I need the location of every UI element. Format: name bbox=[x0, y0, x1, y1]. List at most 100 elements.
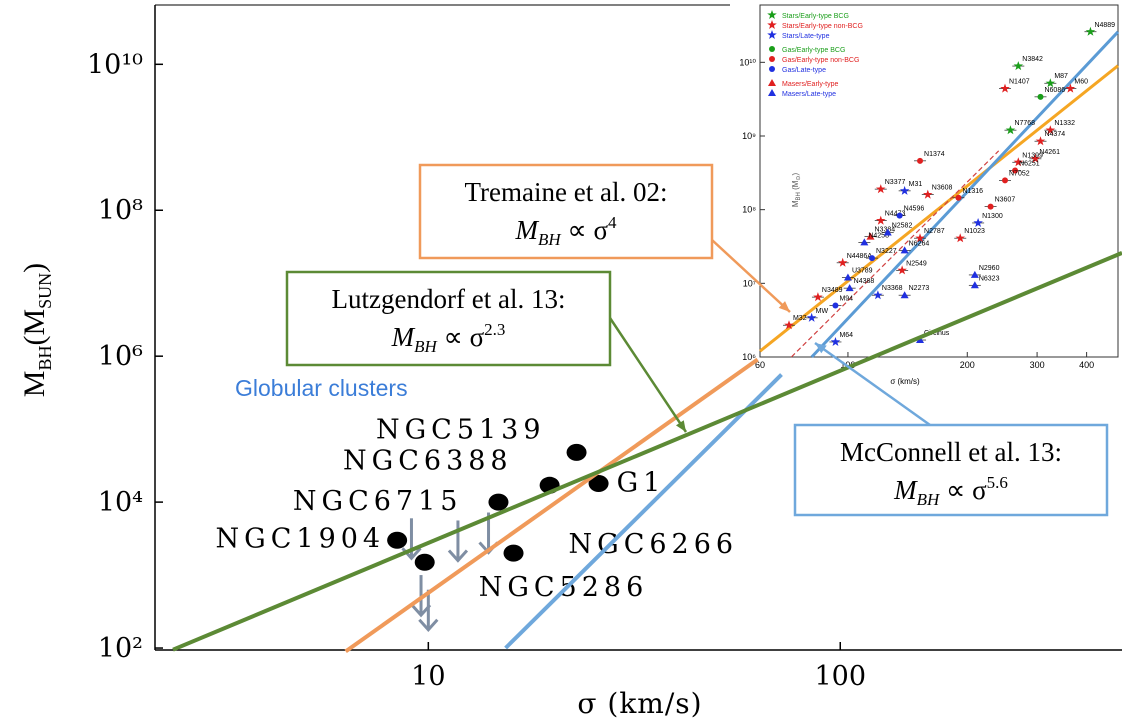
inset-point bbox=[1030, 153, 1041, 163]
upper-limit bbox=[447, 520, 469, 563]
annotation-box bbox=[418, 163, 714, 260]
legend-label: Masers/Early-type bbox=[782, 81, 839, 88]
y-axis-label-part: BH bbox=[35, 345, 55, 370]
inset-point-label: N3489 bbox=[822, 287, 843, 294]
inset-point bbox=[1002, 177, 1009, 184]
inset-point bbox=[784, 320, 794, 330]
formula-part: BH bbox=[538, 230, 562, 249]
upper-limit-head bbox=[418, 618, 439, 632]
inset-point bbox=[845, 284, 854, 292]
inset-point-label: N1374 bbox=[924, 151, 945, 158]
annotation-arrowhead bbox=[815, 343, 827, 354]
inset-point bbox=[1005, 125, 1016, 135]
inset-point bbox=[837, 257, 848, 267]
data-point bbox=[488, 493, 509, 511]
inset-point bbox=[873, 290, 883, 300]
inset-y-tick-label: 10⁶ bbox=[742, 352, 756, 362]
inset-point bbox=[917, 157, 924, 164]
inset-point bbox=[843, 273, 852, 281]
inset-x-tick-label: 200 bbox=[960, 360, 975, 370]
fit-line bbox=[504, 373, 783, 650]
inset-point bbox=[900, 246, 909, 254]
annotation-box bbox=[285, 270, 612, 367]
inset-point-label: N4889 bbox=[1094, 22, 1115, 29]
data-point bbox=[387, 531, 408, 549]
legend-label: Gas/Early-type BCG bbox=[782, 47, 845, 54]
annotation-formula: MBH ∝ σ2.3 bbox=[391, 320, 506, 356]
inset-x-tick-label: 400 bbox=[1079, 360, 1094, 370]
inset-point bbox=[1012, 167, 1019, 174]
inset-point bbox=[970, 270, 979, 278]
formula-part: 4 bbox=[608, 213, 617, 232]
inset-point-label: N3608 bbox=[932, 185, 953, 192]
fit-line bbox=[172, 251, 1122, 652]
legend-label: Masers/Late-type bbox=[782, 91, 836, 98]
inset-point-label: N6251 bbox=[1019, 161, 1040, 168]
inset-point bbox=[883, 228, 892, 236]
inset-y-axis-label-part: BH bbox=[796, 192, 802, 200]
y-tick-label: 10⁸ bbox=[98, 195, 143, 226]
inset-point-label: M31 bbox=[909, 181, 923, 188]
inset-point bbox=[1013, 157, 1024, 167]
inset-point bbox=[876, 215, 886, 225]
inset-y-tick-label: 10⁷ bbox=[743, 278, 756, 288]
annotation-arrowhead bbox=[675, 420, 686, 432]
inset-point-label: N4473 bbox=[885, 211, 906, 218]
legend-label: Gas/Late-type bbox=[782, 67, 826, 74]
inset-point bbox=[1085, 26, 1096, 36]
y-tick-label: 10¹⁰ bbox=[87, 49, 143, 80]
inset-x-axis-label: σ (km/s) bbox=[890, 377, 920, 386]
inset-point-label: N1300 bbox=[982, 213, 1003, 220]
inset-point bbox=[806, 312, 817, 322]
inset-fit-line bbox=[810, 30, 1120, 359]
inset-point-label: N7768 bbox=[1014, 120, 1035, 127]
inset-y-axis-label: MBH (M⊙) bbox=[791, 173, 802, 208]
y-tick-label: 10⁶ bbox=[98, 341, 143, 372]
upper-limit bbox=[418, 589, 439, 632]
y-axis-label: MBH(MSUN) bbox=[18, 263, 55, 397]
inset-point bbox=[1065, 83, 1076, 93]
inset-y-tick-label: 10¹⁰ bbox=[739, 57, 756, 67]
inset-point bbox=[832, 302, 839, 309]
inset-point bbox=[896, 212, 903, 219]
legend-label: Stars/Late-type bbox=[782, 33, 830, 40]
legend-label: Stars/Early-type BCG bbox=[782, 13, 849, 20]
inset-x-tick-label: 300 bbox=[1030, 360, 1045, 370]
inset-point bbox=[955, 194, 962, 201]
inset-point-label: N2960 bbox=[979, 265, 1000, 272]
annotation-title: Lutzgendorf et al. 13: bbox=[332, 284, 566, 314]
inset-point-label: N1023 bbox=[964, 228, 985, 235]
point-label: NGC6388 bbox=[343, 445, 513, 476]
legend-marker bbox=[767, 30, 777, 39]
inset-point-label: Circinus bbox=[924, 330, 950, 337]
inset-point-label: N1316 bbox=[962, 188, 983, 195]
inset-point-label: N2787 bbox=[924, 228, 945, 235]
annotation-arrow bbox=[608, 317, 688, 433]
inset-point bbox=[866, 232, 875, 240]
formula-part: ∝ σ bbox=[939, 475, 987, 505]
y-tick-label: 10⁴ bbox=[98, 487, 143, 518]
point-label: G1 bbox=[617, 467, 666, 498]
inset-point-label: N4596 bbox=[904, 206, 925, 213]
inset-fit-line bbox=[759, 64, 1119, 353]
formula-part: BH bbox=[414, 337, 438, 356]
formula-part: BH bbox=[917, 490, 941, 509]
inset-y-axis-label-part: M bbox=[791, 200, 800, 207]
inset-point bbox=[970, 281, 979, 289]
legend-marker bbox=[768, 89, 776, 96]
inset-frame bbox=[759, 4, 1119, 358]
upper-limit-head bbox=[447, 549, 469, 563]
inset-point-label: M60 bbox=[1074, 79, 1088, 86]
formula-part: M bbox=[391, 322, 416, 352]
inset-point-label: N4388 bbox=[854, 278, 875, 285]
inset-point-label: N3384 bbox=[875, 227, 896, 234]
inset-point-label: N4374 bbox=[1044, 131, 1065, 138]
x-axis-label: σ (km/s) bbox=[577, 687, 702, 719]
formula-part: M bbox=[893, 475, 918, 505]
formula-part: 5.6 bbox=[987, 473, 1008, 492]
inset-point-label: N6323 bbox=[979, 275, 1000, 282]
inset-point bbox=[1045, 78, 1056, 88]
inset-point bbox=[876, 184, 886, 194]
y-axis-label-part: (M bbox=[18, 309, 51, 346]
